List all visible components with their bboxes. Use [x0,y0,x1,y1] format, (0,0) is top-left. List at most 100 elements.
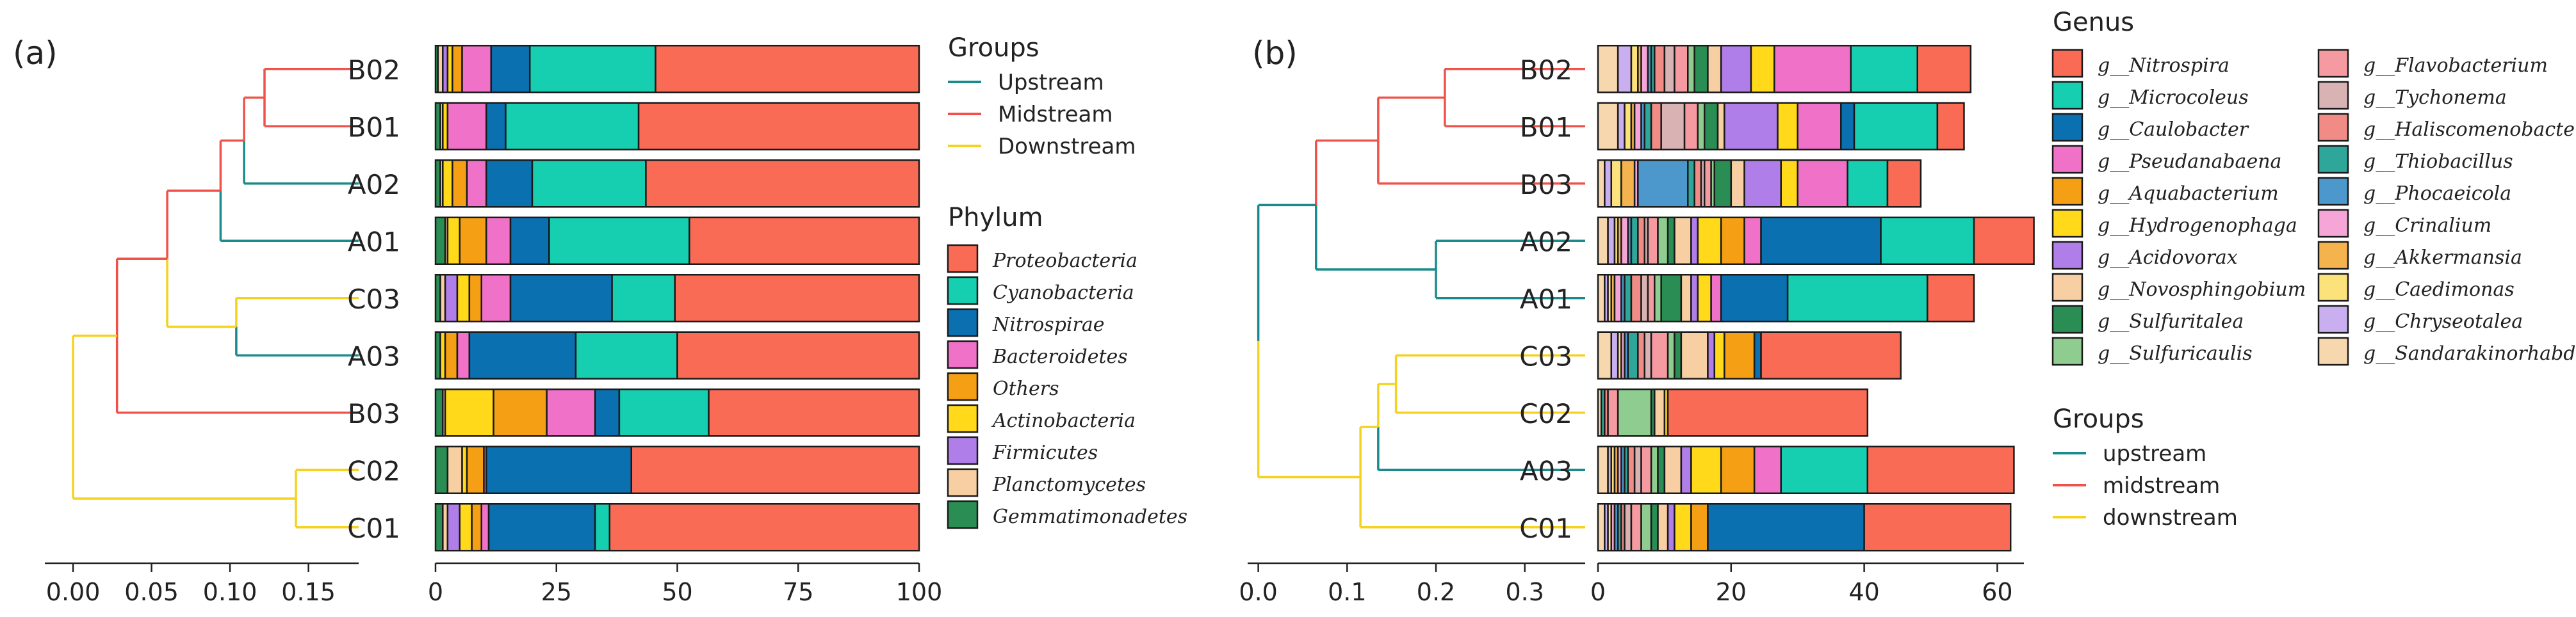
bar-segment-A01-13 [1624,274,1633,323]
bar-segment-B01-19 [1597,102,1619,150]
bar-segment-A03-10 [1640,445,1652,494]
taxa-legend-key [947,468,979,497]
bar-segment-C02-7 [1654,389,1666,437]
taxa-legend-label: g__Crinalium [2363,214,2491,237]
taxa-legend-key [2051,209,2083,238]
bar-segment-C03-4 [468,274,482,323]
bar-segment-C01-2 [1707,503,1865,552]
bar-segment-B01-0 [637,102,920,150]
bar-segment-B01-17 [1624,102,1633,150]
taxa-legend-key [2317,49,2349,78]
bar-segment-A02-18 [1607,216,1616,265]
taxa-legend-key [947,340,979,369]
taxa-legend-label: g__Sulfuritalea [2098,310,2244,333]
bar-segment-A02-15 [1620,216,1629,265]
bar-segment-A02-12 [1637,216,1645,265]
bar-segment-B02-6 [1720,45,1752,93]
bar-segment-B02-12 [1654,45,1666,93]
bar-segment-A03-0 [676,331,920,380]
sample-label-A03: A03 [1520,455,1572,486]
group-legend-label: Midstream [998,102,1113,127]
bar-segment-B02-18 [1617,45,1633,93]
taxa-legend-label: Cyanobacteria [993,282,1134,304]
taxa-legend-key [2051,113,2083,142]
bar-segment-C01-8 [434,503,444,552]
bar-segment-A03-8 [1657,445,1666,494]
sample-label-B03: B03 [1520,169,1572,200]
bar-segment-C01-11 [1624,503,1633,552]
bar-segment-A01-2 [1720,274,1789,323]
bar-segment-A02-9 [1657,216,1669,265]
bar-segment-B01-6 [1724,102,1779,150]
bar-segment-B01-10 [1683,102,1699,150]
panel-a-group-legend: Groups Upstream Midstream Downstream [948,33,1136,159]
bar-segment-B02-5 [1750,45,1775,93]
bar-segment-B03-10 [1704,159,1712,208]
bar-segment-B02-19 [1597,45,1619,93]
sample-label-A03: A03 [348,341,400,372]
group-legend-label: Upstream [998,70,1104,95]
taxa-legend-key [947,500,979,529]
sample-label-C01: C01 [1519,513,1572,544]
group-legend-label: downstream [2103,505,2238,531]
sample-label-A02: A02 [1520,226,1572,257]
panel-a-dendrogram: 0.00 0.05 0.10 0.15 [45,68,359,606]
bar-segment-A01-19 [1597,274,1606,323]
taxa-legend-label: g__Tychonema [2363,86,2507,109]
sample-label-A01: A01 [1520,284,1572,315]
taxa-legend-label: g__Sandarakinorhabdus [2363,342,2576,365]
bar-segment-A01-9 [1654,274,1662,323]
taxa-legend-key [2317,241,2349,270]
dendro-x-tick-label: 0.3 [1505,578,1544,606]
bar-segment-C01-10 [1630,503,1642,552]
bar-segment-A01-0 [1927,274,1975,323]
bar-segment-A03-11 [1633,445,1642,494]
taxa-legend-key [2317,305,2349,334]
bar-segment-C02-0 [630,445,920,494]
bar-segment-A01-12 [1630,274,1642,323]
bar-segment-A02-10 [1647,216,1659,265]
bar-segment-A02-0 [645,159,920,208]
bar-segment-B02-2 [490,45,531,93]
bar-segment-B02-9 [1687,45,1695,93]
bar-segment-A01-5 [446,216,461,265]
taxa-legend-key [947,276,979,305]
taxa-legend-key [947,372,979,401]
bar-segment-A03-7 [1663,445,1683,494]
bar-segment-C02-8 [434,445,449,494]
taxa-legend-label: Gemmatimonadetes [993,506,1187,528]
bar-segment-B01-2 [1840,102,1855,150]
bar-segment-C03-11 [1643,331,1652,380]
bar-segment-C03-5 [1713,331,1725,380]
bar-segment-B01-7 [1716,102,1725,150]
bar-segment-A03-1 [1780,445,1869,494]
taxa-legend-label: g__Flavobacterium [2363,54,2548,77]
bar-segment-C03-2 [509,274,613,323]
bar-segment-B02-7 [1707,45,1722,93]
bar-segment-B01-15 [1633,102,1642,150]
bar-segment-B01-2 [485,102,507,150]
sample-label-B02: B02 [348,54,400,86]
bar-segment-A03-6 [1680,445,1692,494]
bar-segment-B03-2 [594,389,621,437]
bar-segment-C01-6 [1667,503,1675,552]
bar-segment-B03-5 [1780,159,1798,208]
dendro-x-tick-label: 0.15 [281,578,336,606]
bar-segment-A01-1 [548,216,690,265]
sample-label-B01: B01 [348,111,400,143]
bar-segment-C01-5 [1674,503,1692,552]
taxa-legend-label: Firmicutes [992,442,1098,464]
taxa-legend-key [2317,273,2349,302]
bar-segment-B03-8 [434,389,444,437]
bar-segment-B01-11 [1660,102,1686,150]
taxa-legend-label: g__Caulobacter [2098,118,2249,141]
bar-segment-A02-4 [452,159,468,208]
bar-segment-C03-0 [674,274,920,323]
bar-segment-C01-2 [487,503,596,552]
bar-segment-A02-3 [1743,216,1762,265]
sample-label-C03: C03 [347,284,400,315]
bar-segment-B03-3 [546,389,596,437]
bar-segment-A03-1 [575,331,678,380]
taxa-legend-key [2317,145,2349,174]
bar-segment-A01-4 [459,216,487,265]
